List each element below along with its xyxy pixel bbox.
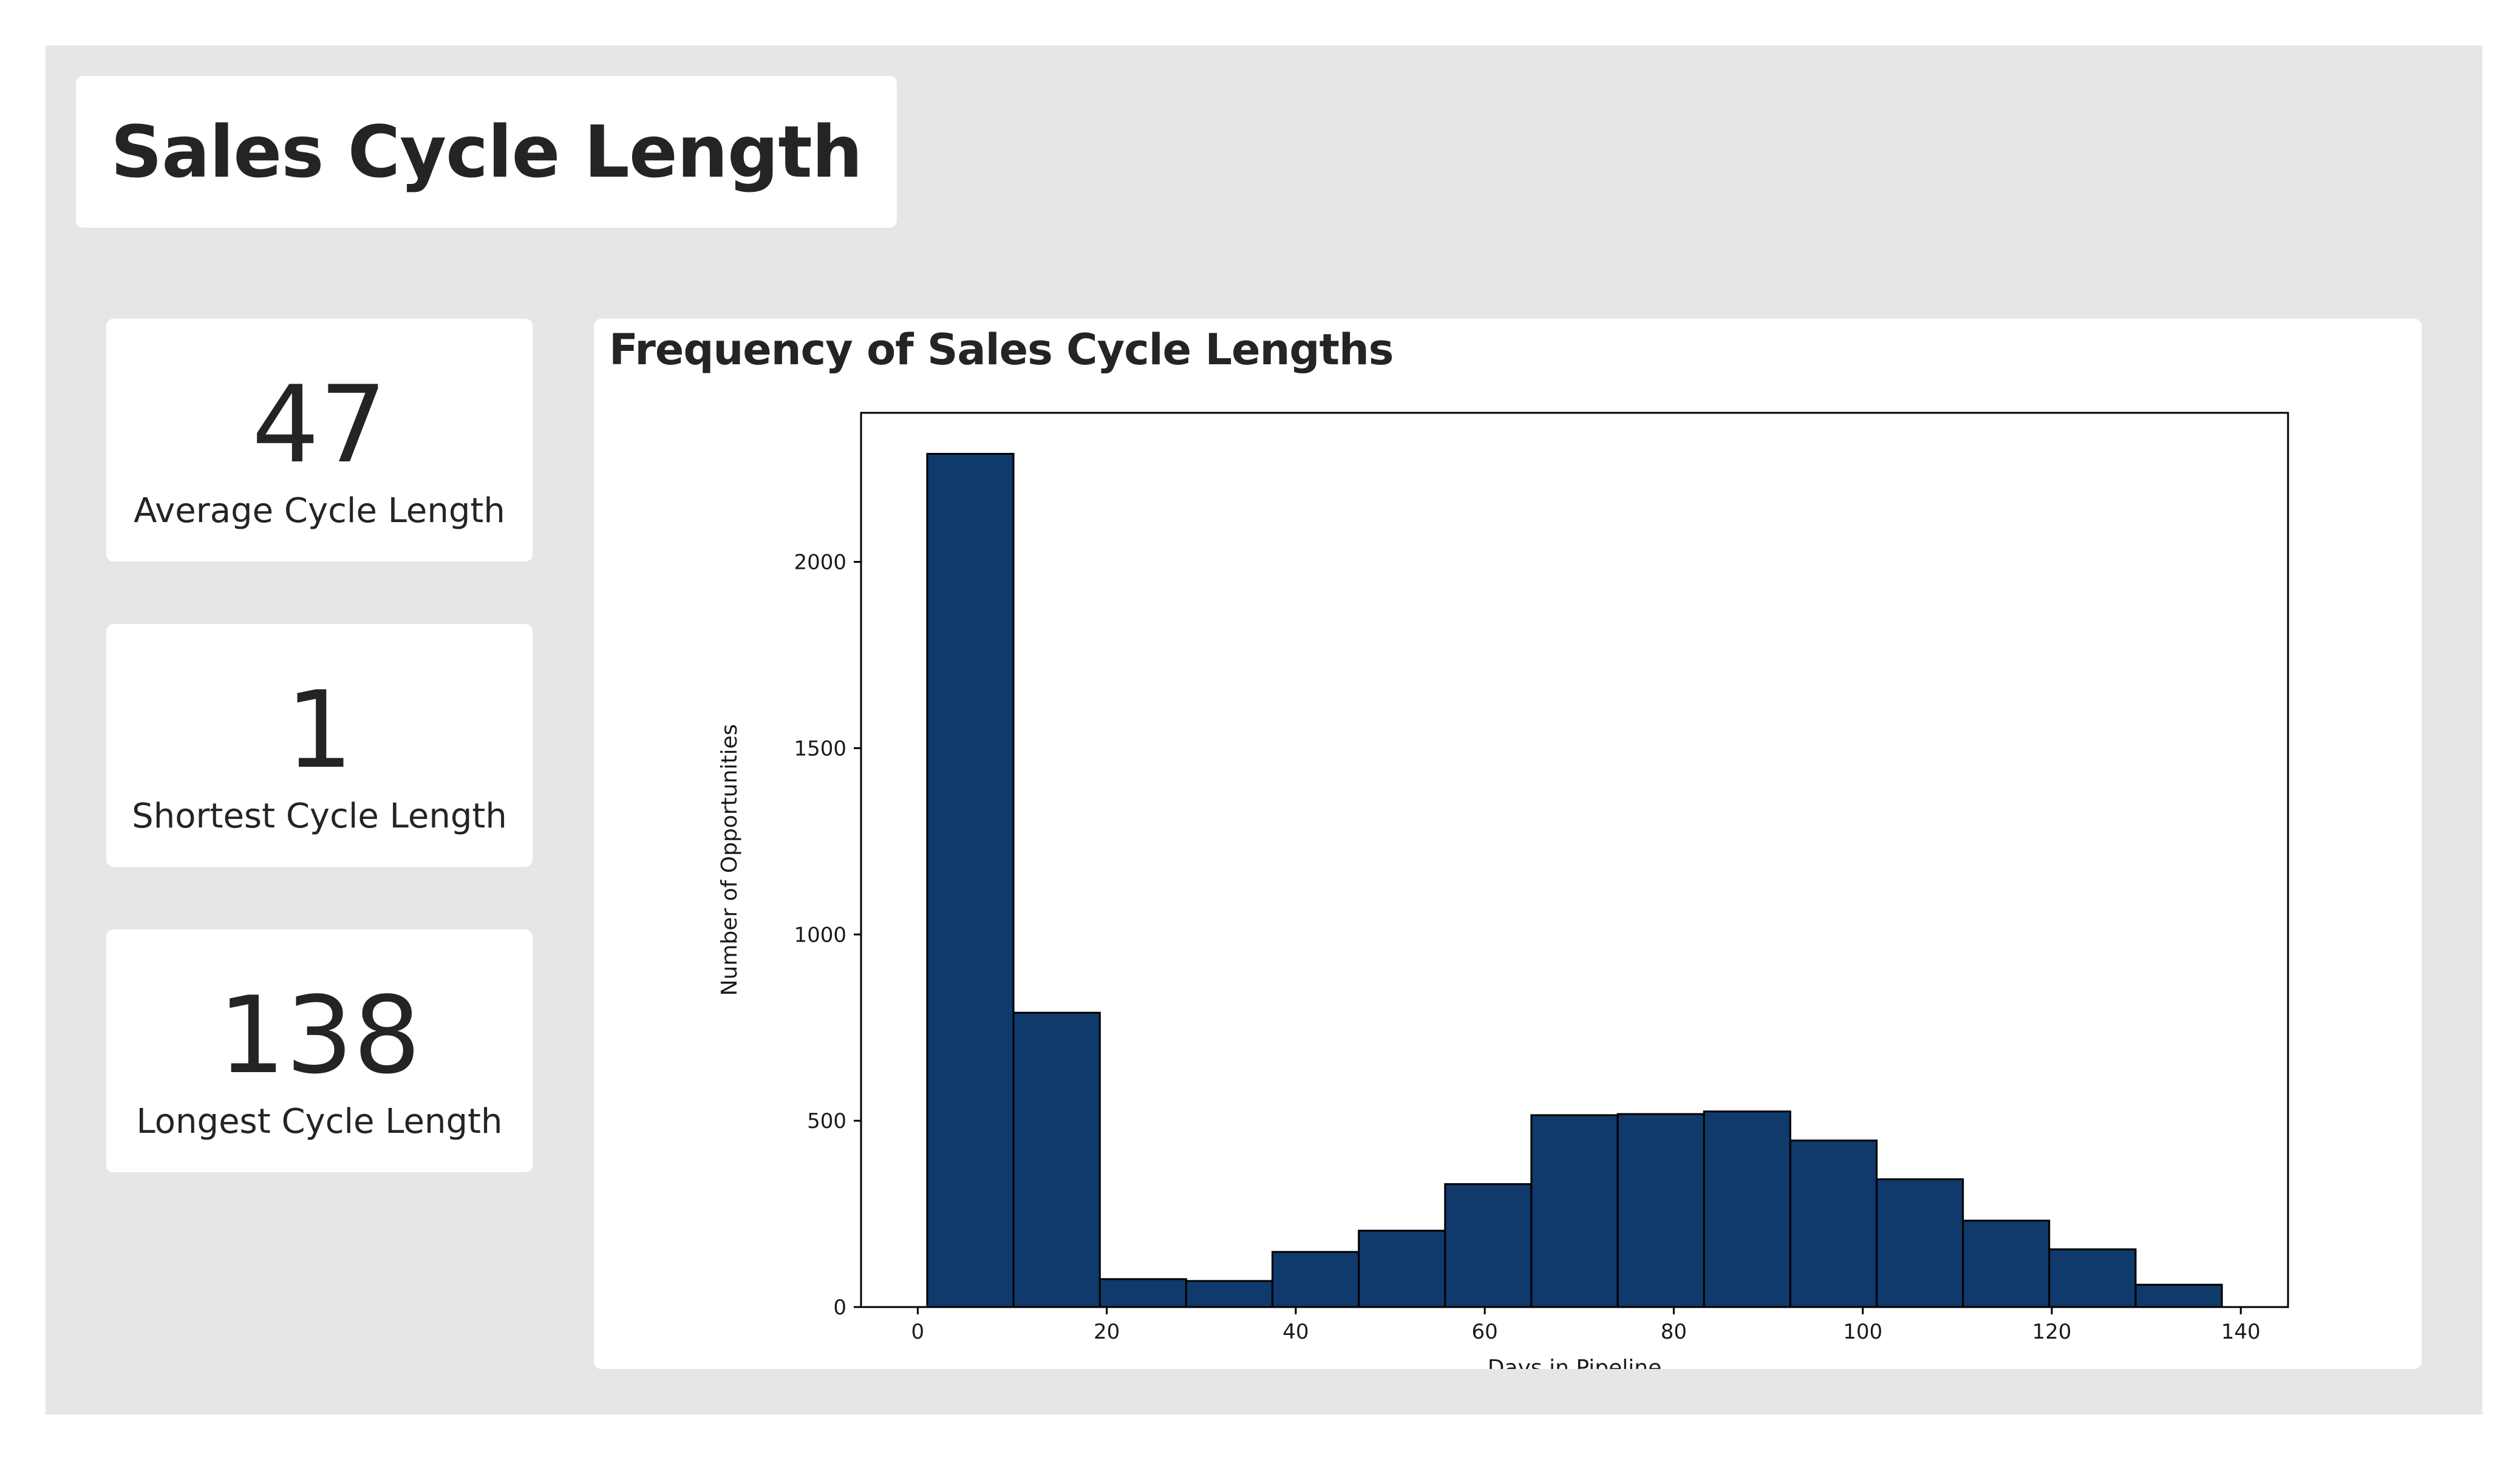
histogram-bar (1789, 1139, 1878, 1308)
histogram-bar (1444, 1183, 1533, 1308)
kpi-label-longest: Longest Cycle Length (136, 1102, 503, 1141)
x-tick-label: 140 (2221, 1320, 2261, 1344)
y-axis-label: Number of Opportunities (717, 724, 742, 996)
y-tick-label: 0 (833, 1296, 846, 1320)
plot-frame (860, 412, 2289, 1308)
x-tick-label: 20 (1094, 1320, 1120, 1344)
y-tick-label: 2000 (794, 551, 846, 575)
histogram-bar (1098, 1278, 1187, 1308)
histogram-bar (2048, 1248, 2137, 1308)
bars-group (926, 453, 2223, 1308)
histogram-bar (1530, 1114, 1619, 1308)
x-tick-label: 120 (2032, 1320, 2071, 1344)
histogram-bar (1616, 1113, 1705, 1308)
kpi-card-average: 47 Average Cycle Length (106, 319, 533, 562)
title-card: Sales Cycle Length (76, 76, 897, 228)
histogram-chart: 0 20 40 60 80 100 120 140 0 500 1000 1500 2000 Days… (717, 412, 2289, 1369)
x-tick-label: 40 (1282, 1320, 1309, 1344)
kpi-value-longest: 138 (217, 974, 421, 1098)
x-axis-label: Days in Pipeline (1488, 1356, 1661, 1369)
histogram-bar (1271, 1251, 1360, 1308)
y-tick-label: 500 (807, 1109, 846, 1133)
kpi-label-average: Average Cycle Length (134, 491, 505, 531)
histogram-bar (1962, 1220, 2051, 1308)
y-tick-label: 1500 (794, 736, 846, 761)
histogram-bar (1185, 1280, 1273, 1308)
x-tick-label: 60 (1472, 1320, 1498, 1344)
histogram-bar (1012, 1011, 1101, 1308)
x-axis-ticks: 0 20 40 60 80 100 120 140 (911, 1307, 2261, 1344)
chart-card: Frequency of Sales Cycle Lengths 0 20 40 60… (594, 319, 2422, 1369)
histogram-bar (2134, 1283, 2223, 1308)
kpi-value-shortest: 1 (285, 669, 353, 792)
kpi-value-average: 47 (251, 364, 387, 487)
y-axis-ticks: 0 500 1000 1500 2000 (794, 551, 861, 1320)
chart-title: Frequency of Sales Cycle Lengths (609, 325, 1394, 375)
histogram-bar (926, 453, 1015, 1308)
dashboard-title: Sales Cycle Length (111, 110, 863, 194)
y-tick-label: 1000 (794, 923, 846, 947)
x-tick-label: 80 (1661, 1320, 1687, 1344)
kpi-card-longest: 138 Longest Cycle Length (106, 929, 533, 1172)
dashboard: Sales Cycle Length 47 Average Cycle Leng… (46, 46, 2482, 1415)
kpi-label-shortest: Shortest Cycle Length (132, 796, 507, 836)
x-tick-label: 100 (1843, 1320, 1882, 1344)
x-tick-label: 0 (911, 1320, 925, 1344)
kpi-card-shortest: 1 Shortest Cycle Length (106, 624, 533, 867)
histogram-bar (1358, 1229, 1446, 1308)
histogram-bar (1703, 1110, 1791, 1308)
histogram-bar (1876, 1178, 1964, 1308)
